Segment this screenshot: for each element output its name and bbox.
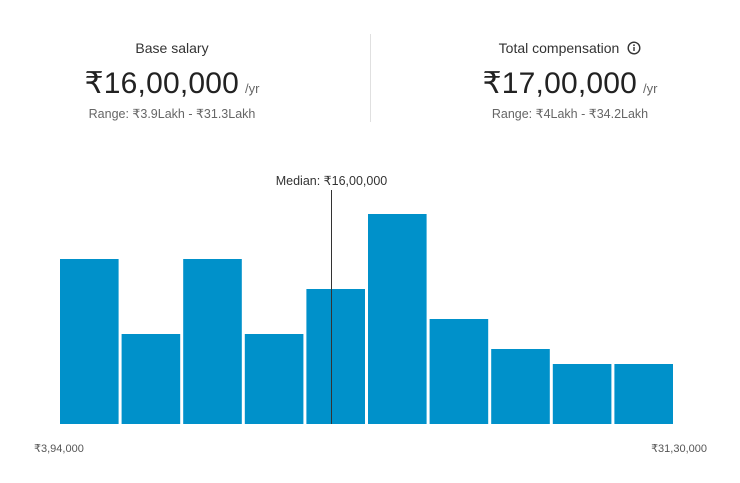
median-label: Median: ₹16,00,000 (276, 174, 388, 188)
histogram-bar (368, 214, 427, 424)
base-salary-title: Base salary (135, 40, 209, 56)
total-compensation-header: Total compensation (420, 38, 720, 58)
total-compensation-amount: ₹17,00,000 (482, 67, 638, 100)
histogram-bar (121, 334, 181, 424)
total-compensation-stat: Total compensation ₹17,00,000/yr Range: … (420, 38, 720, 121)
histogram-bar (491, 349, 550, 424)
histogram-bar (60, 259, 119, 424)
histogram-bars (60, 214, 673, 424)
base-salary-value: ₹16,00,000/yr (22, 66, 322, 102)
base-salary-unit: /yr (245, 81, 260, 96)
total-compensation-value: ₹17,00,000/yr (420, 66, 720, 102)
x-axis-max-label: ₹31,30,000 (651, 443, 707, 455)
histogram-bar (183, 259, 242, 424)
stat-divider (370, 34, 371, 122)
salary-histogram: Median: ₹16,00,000 ₹3,94,000 ₹31,30,000 (34, 174, 707, 455)
base-salary-stat: Base salary ₹16,00,000/yr Range: ₹3.9Lak… (22, 38, 322, 121)
histogram-bar (244, 334, 304, 424)
x-axis-min-label: ₹3,94,000 (34, 443, 84, 455)
histogram-bar (552, 364, 612, 424)
histogram-bar (614, 364, 673, 424)
info-icon[interactable] (627, 40, 641, 60)
total-compensation-range: Range: ₹4Lakh - ₹34.2Lakh (491, 107, 649, 121)
histogram-bar (429, 319, 489, 424)
base-salary-amount: ₹16,00,000 (84, 67, 240, 100)
base-salary-range: Range: ₹3.9Lakh - ₹31.3Lakh (88, 107, 256, 121)
total-compensation-title: Total compensation (498, 40, 620, 56)
histogram-bar (306, 289, 365, 424)
total-compensation-unit: /yr (643, 81, 658, 96)
